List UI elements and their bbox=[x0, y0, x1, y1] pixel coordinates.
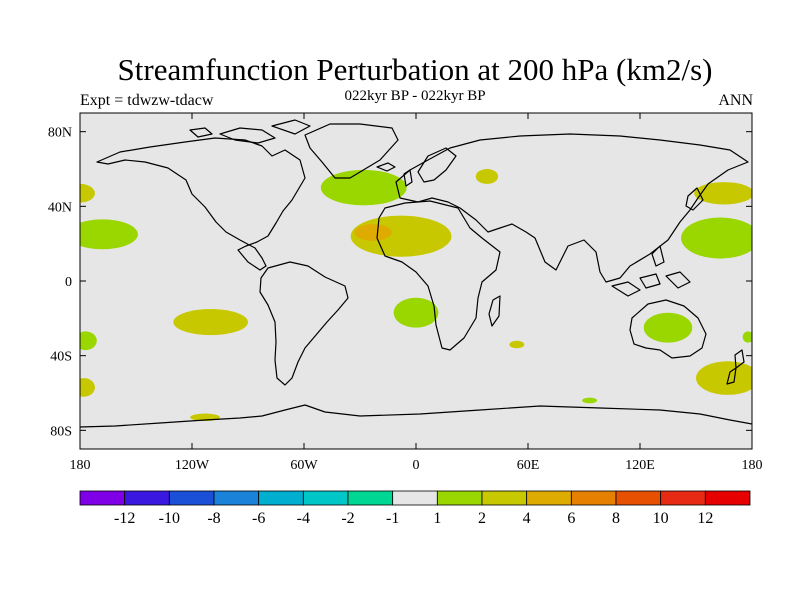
colorbar-swatch-2 bbox=[168, 490, 215, 506]
x-tick-label-5: 120E bbox=[625, 458, 655, 473]
y-tick-label-2: 0 bbox=[65, 275, 72, 290]
colorbar-label-0: -12 bbox=[114, 510, 135, 527]
y-tick-label-4: 80S bbox=[50, 424, 72, 439]
colorbar-swatch-3 bbox=[213, 490, 260, 506]
coastline-africa bbox=[376, 200, 501, 351]
anomaly-region-southern-indian-small bbox=[582, 397, 598, 404]
coastline-greenland bbox=[304, 123, 399, 179]
anomaly-region-north-pacific-west bbox=[694, 182, 752, 205]
y-tick-label-0: 80N bbox=[48, 126, 72, 141]
anomaly-region-south-pacific-east bbox=[173, 309, 248, 336]
anomaly-region-south-pacific-west bbox=[696, 361, 752, 395]
colorbar-swatch-6 bbox=[347, 490, 394, 506]
anomaly-region-south-pacific-far-east-2 bbox=[80, 378, 95, 397]
anomaly-region-south-pacific-far-east bbox=[80, 331, 97, 351]
anomaly-region-tropical-atlantic-core bbox=[354, 224, 392, 241]
colorbar-label-5: -2 bbox=[341, 510, 354, 527]
colorbar-swatch-13 bbox=[660, 490, 706, 506]
x-tick-label-3: 0 bbox=[413, 458, 420, 473]
colorbar-label-4: -4 bbox=[297, 510, 310, 527]
colorbar-swatch-0 bbox=[79, 490, 126, 506]
chart-subtitle: 022kyr BP - 022kyr BP bbox=[344, 88, 486, 104]
anomaly-region-arabian bbox=[475, 169, 499, 184]
colorbar-swatch-4 bbox=[258, 490, 304, 506]
colorbar-label-12: 10 bbox=[653, 510, 669, 527]
map-background bbox=[80, 113, 752, 449]
coastline-indonesia bbox=[611, 245, 691, 297]
colorbar-swatch-1 bbox=[124, 490, 170, 506]
colorbar-label-11: 8 bbox=[612, 510, 620, 527]
colorbar-swatch-9 bbox=[481, 490, 528, 506]
colorbar-swatch-14 bbox=[704, 490, 751, 506]
colorbar-swatch-5 bbox=[302, 490, 349, 506]
anomaly-region-south-indian-small bbox=[509, 340, 525, 349]
colorbar-swatch-11 bbox=[570, 490, 617, 506]
coastline-australia bbox=[629, 299, 707, 359]
anomaly-region-australia bbox=[643, 312, 693, 343]
chart-title: Streamfunction Perturbation at 200 hPa (… bbox=[117, 52, 713, 87]
experiment-label: Expt = tdwzw-tdacw bbox=[80, 92, 214, 109]
anomaly-region-south-atlantic bbox=[393, 297, 439, 328]
colorbar-label-2: -8 bbox=[207, 510, 220, 527]
anomaly-region-australia-east bbox=[742, 331, 752, 343]
coastline-eurasia bbox=[395, 133, 749, 283]
y-tick-label-1: 40N bbox=[48, 200, 72, 215]
x-tick-label-0: 180 bbox=[70, 458, 91, 473]
anomaly-region-north-atlantic bbox=[320, 169, 407, 206]
coastline-arctic-islands bbox=[189, 119, 311, 144]
x-tick-label-1: 120W bbox=[175, 458, 210, 473]
anomaly-region-west-pacific-north bbox=[681, 217, 752, 259]
x-tick-label-6: 180 bbox=[742, 458, 763, 473]
coastline-south-america bbox=[259, 261, 349, 386]
colorbar-swatch-7 bbox=[392, 490, 438, 506]
colorbar-label-1: -10 bbox=[159, 510, 180, 527]
colorbar-label-7: 1 bbox=[433, 510, 441, 527]
x-tick-label-4: 60E bbox=[517, 458, 540, 473]
colorbar-label-3: -6 bbox=[252, 510, 265, 527]
coastline-antarctica bbox=[80, 404, 752, 428]
anomaly-region-east-pacific-north bbox=[80, 219, 138, 250]
coastline-scandinavia bbox=[417, 147, 457, 183]
coastline-uk bbox=[403, 169, 413, 187]
coastline-new-zealand bbox=[726, 349, 745, 385]
colorbar-swatch-8 bbox=[436, 490, 483, 506]
colorbar-label-8: 2 bbox=[478, 510, 486, 527]
coastline-iceland bbox=[376, 162, 396, 172]
colorbar-label-13: 12 bbox=[697, 510, 713, 527]
colorbar-swatch-10 bbox=[526, 490, 572, 506]
coastline-japan bbox=[685, 187, 704, 211]
x-tick-label-2: 60W bbox=[290, 458, 318, 473]
colorbar-label-10: 6 bbox=[567, 510, 575, 527]
colorbar-label-9: 4 bbox=[523, 510, 531, 527]
anomaly-region-north-pacific-east bbox=[80, 183, 95, 203]
colorbar-swatch-12 bbox=[615, 490, 662, 506]
coastline-madagascar bbox=[488, 295, 501, 327]
colorbar-label-6: -1 bbox=[386, 510, 399, 527]
season-label: ANN bbox=[718, 92, 753, 109]
y-tick-label-3: 40S bbox=[50, 350, 72, 365]
